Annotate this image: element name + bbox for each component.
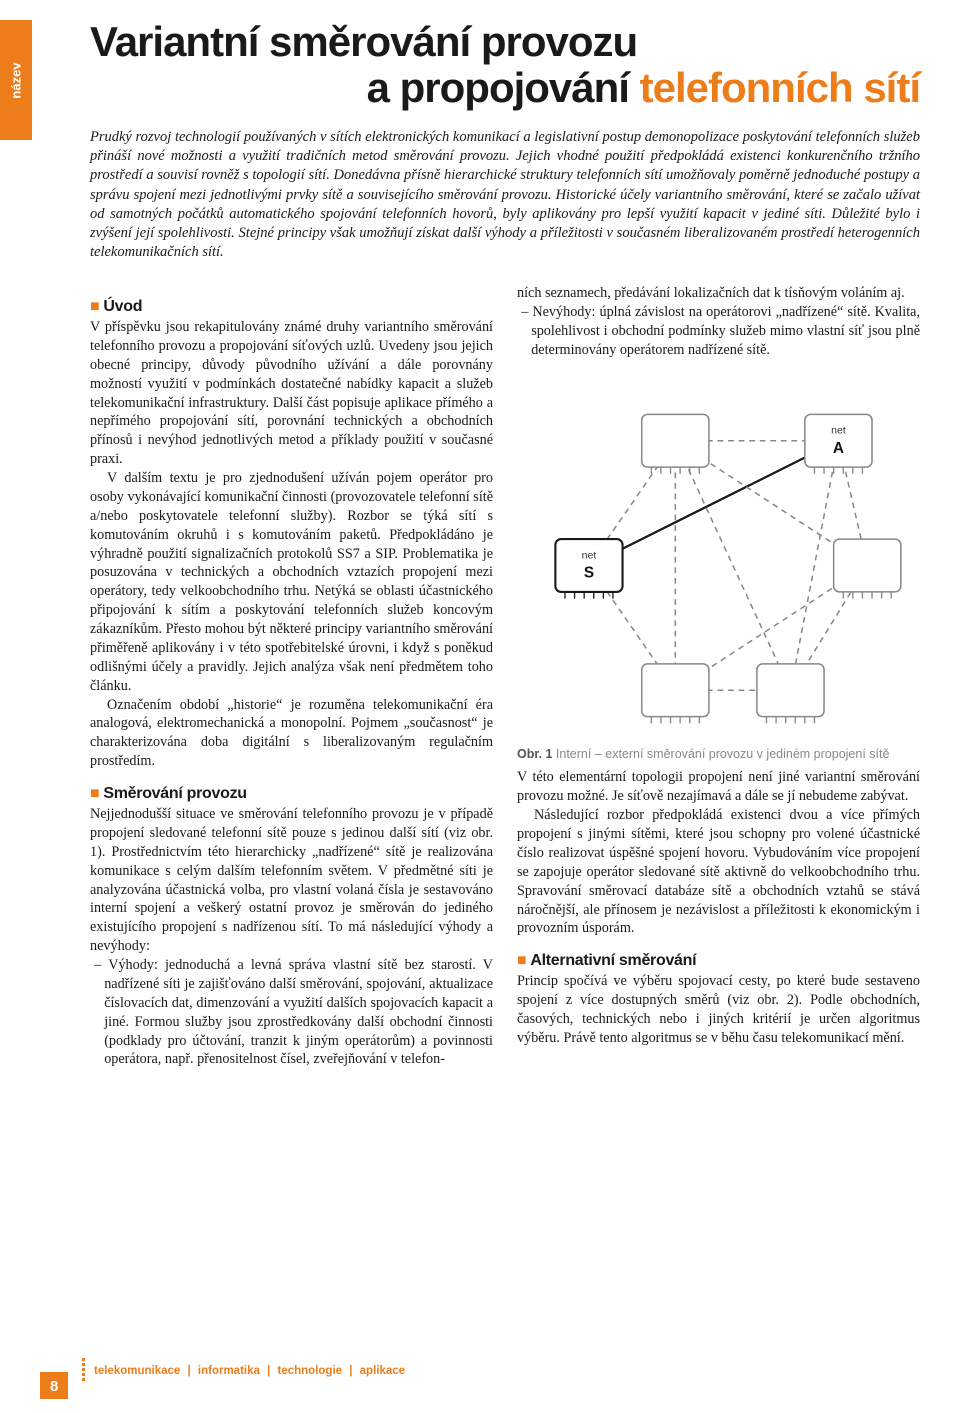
bullet-list: – Výhody: jednoduchá a levná správa vlas… bbox=[90, 956, 493, 1069]
title-line-2-plain: a propojování bbox=[367, 64, 640, 111]
section-heading-smerovani: ■Směrování provozu bbox=[90, 785, 493, 803]
title-line-2-wrap: a propojování telefonních sítí bbox=[90, 66, 920, 110]
footer-tag: informatika bbox=[198, 1365, 260, 1377]
abstract-text: Prudký rozvoj technologií používaných v … bbox=[90, 128, 920, 262]
body-paragraph: Princip spočívá ve výběru spojovací cest… bbox=[517, 972, 920, 1048]
square-bullet-icon: ■ bbox=[90, 785, 99, 802]
list-item: – Nevýhody: úplná závislost na operátoro… bbox=[517, 303, 920, 360]
heading-text: Úvod bbox=[103, 298, 142, 315]
body-paragraph: Nejjednodušší situace ve směrování telef… bbox=[90, 805, 493, 956]
side-tab: název bbox=[0, 20, 32, 140]
body-paragraph: V příspěvku jsou rekapitulovány známé dr… bbox=[90, 318, 493, 469]
body-paragraph: V této elementární topologii propojení n… bbox=[517, 768, 920, 806]
heading-text: Směrování provozu bbox=[103, 785, 246, 802]
title-line-1: Variantní směrování provozu bbox=[90, 20, 920, 64]
section-heading-uvod: ■Úvod bbox=[90, 298, 493, 316]
body-paragraph: ních seznamech, předávání lokalizačních … bbox=[517, 284, 920, 303]
square-bullet-icon: ■ bbox=[517, 952, 526, 969]
footer-separator: | bbox=[346, 1365, 356, 1377]
svg-text:S: S bbox=[584, 564, 594, 581]
list-item: – Výhody: jednoduchá a levná správa vlas… bbox=[90, 956, 493, 1069]
footer-separator: | bbox=[184, 1365, 194, 1377]
svg-text:net: net bbox=[582, 549, 597, 561]
figure-1: net Anet S Obr. 1 Interní – externí směrov… bbox=[517, 376, 920, 763]
left-column: ■Úvod V příspěvku jsou rekapitulovány zn… bbox=[90, 284, 493, 1069]
two-columns: ■Úvod V příspěvku jsou rekapitulovány zn… bbox=[90, 284, 920, 1069]
dot-strip-icon bbox=[82, 1358, 85, 1381]
title-block: Variantní směrování provozu a propojován… bbox=[90, 20, 920, 110]
svg-text:A: A bbox=[833, 439, 844, 456]
side-tab-label: název bbox=[9, 62, 24, 98]
heading-text: Alternativní směrování bbox=[530, 952, 696, 969]
network-diagram-svg: net Anet S bbox=[517, 376, 920, 741]
footer-separator: | bbox=[264, 1365, 274, 1377]
footer-tag: technologie bbox=[278, 1365, 343, 1377]
page-number: 8 bbox=[40, 1372, 68, 1399]
footer-tags: telekomunikace | informatika | technolog… bbox=[94, 1365, 405, 1377]
square-bullet-icon: ■ bbox=[90, 298, 99, 315]
section-heading-alternativni: ■Alternativní směrování bbox=[517, 952, 920, 970]
body-paragraph: Následující rozbor předpokládá existenci… bbox=[517, 806, 920, 938]
body-paragraph: Označením období „historie“ je rozuměna … bbox=[90, 696, 493, 772]
svg-text:net: net bbox=[831, 424, 846, 436]
right-column: ních seznamech, předávání lokalizačních … bbox=[517, 284, 920, 1069]
body-paragraph: V dalším textu je pro zjednodušení užívá… bbox=[90, 469, 493, 696]
figure-caption-text: Interní – externí směrování provozu v je… bbox=[552, 747, 889, 761]
footer-tag: aplikace bbox=[360, 1365, 405, 1377]
page: název Variantní směrování provozu a prop… bbox=[0, 0, 960, 1413]
bullet-list: – Nevýhody: úplná závislost na operátoro… bbox=[517, 303, 920, 360]
title-line-2-accent: telefonních sítí bbox=[640, 64, 920, 111]
footer-tag: telekomunikace bbox=[94, 1365, 180, 1377]
figure-caption-bold: Obr. 1 bbox=[517, 747, 552, 761]
figure-caption: Obr. 1 Interní – externí směrování provo… bbox=[517, 746, 920, 762]
